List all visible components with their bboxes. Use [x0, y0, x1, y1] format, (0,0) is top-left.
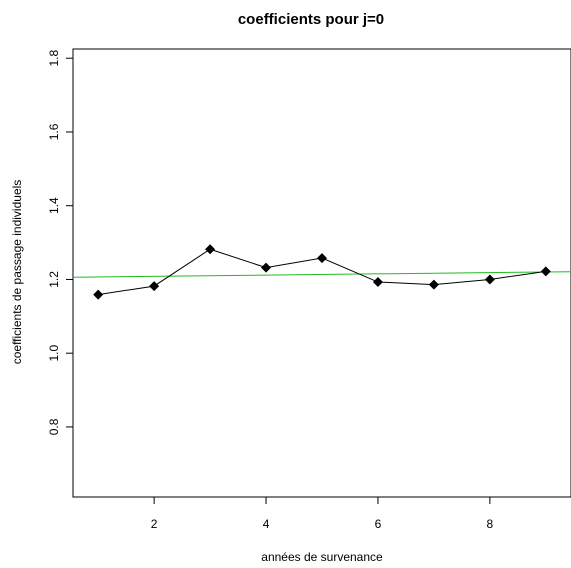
plot-frame	[72, 48, 571, 498]
data-point	[540, 266, 551, 277]
x-tick-label: 6	[375, 517, 382, 531]
y-tick-label: 1.4	[47, 197, 61, 214]
reference-line	[72, 271, 571, 278]
x-axis-label: années de survenance	[261, 550, 383, 564]
data-point	[93, 289, 104, 300]
y-axis: 0.8 1.0 1.2 1.4 1.6 1.8	[47, 50, 73, 435]
data-point	[428, 279, 439, 290]
x-tick-label: 4	[263, 517, 270, 531]
data-point	[484, 274, 495, 285]
x-tick-label: 8	[487, 517, 494, 531]
data-point	[205, 244, 216, 255]
y-axis-label: coefficients de passage individuels	[10, 180, 24, 365]
y-tick-label: 1.0	[47, 345, 61, 362]
y-tick-label: 1.8	[47, 50, 61, 67]
y-tick-label: 1.6	[47, 123, 61, 140]
data-point	[149, 281, 160, 292]
chart-title: coefficients pour j=0	[238, 11, 384, 28]
reference-line-layer	[72, 271, 571, 278]
y-tick-label: 1.2	[47, 271, 61, 288]
x-tick-label: 2	[151, 517, 158, 531]
x-axis: 2 4 6 8	[151, 497, 494, 531]
series-layer	[93, 244, 551, 300]
data-point	[372, 277, 383, 288]
data-point	[317, 253, 327, 264]
y-tick-label: 0.8	[47, 418, 61, 435]
data-point	[261, 262, 272, 273]
